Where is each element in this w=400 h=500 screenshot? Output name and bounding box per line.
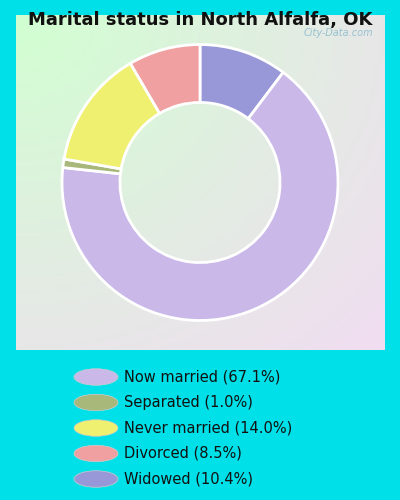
- Text: Divorced (8.5%): Divorced (8.5%): [124, 446, 242, 461]
- Text: Separated (1.0%): Separated (1.0%): [124, 395, 253, 410]
- Text: Marital status in North Alfalfa, OK: Marital status in North Alfalfa, OK: [28, 11, 372, 29]
- Text: Now married (67.1%): Now married (67.1%): [124, 370, 280, 384]
- Circle shape: [74, 471, 118, 487]
- Wedge shape: [62, 72, 338, 320]
- Text: Widowed (10.4%): Widowed (10.4%): [124, 472, 253, 486]
- Circle shape: [74, 394, 118, 411]
- Circle shape: [74, 445, 118, 462]
- Wedge shape: [64, 64, 160, 169]
- Wedge shape: [63, 159, 121, 174]
- Wedge shape: [200, 44, 283, 118]
- Text: Never married (14.0%): Never married (14.0%): [124, 420, 292, 436]
- Text: City-Data.com: City-Data.com: [303, 28, 373, 38]
- Circle shape: [74, 420, 118, 436]
- Wedge shape: [130, 44, 200, 114]
- Circle shape: [74, 369, 118, 385]
